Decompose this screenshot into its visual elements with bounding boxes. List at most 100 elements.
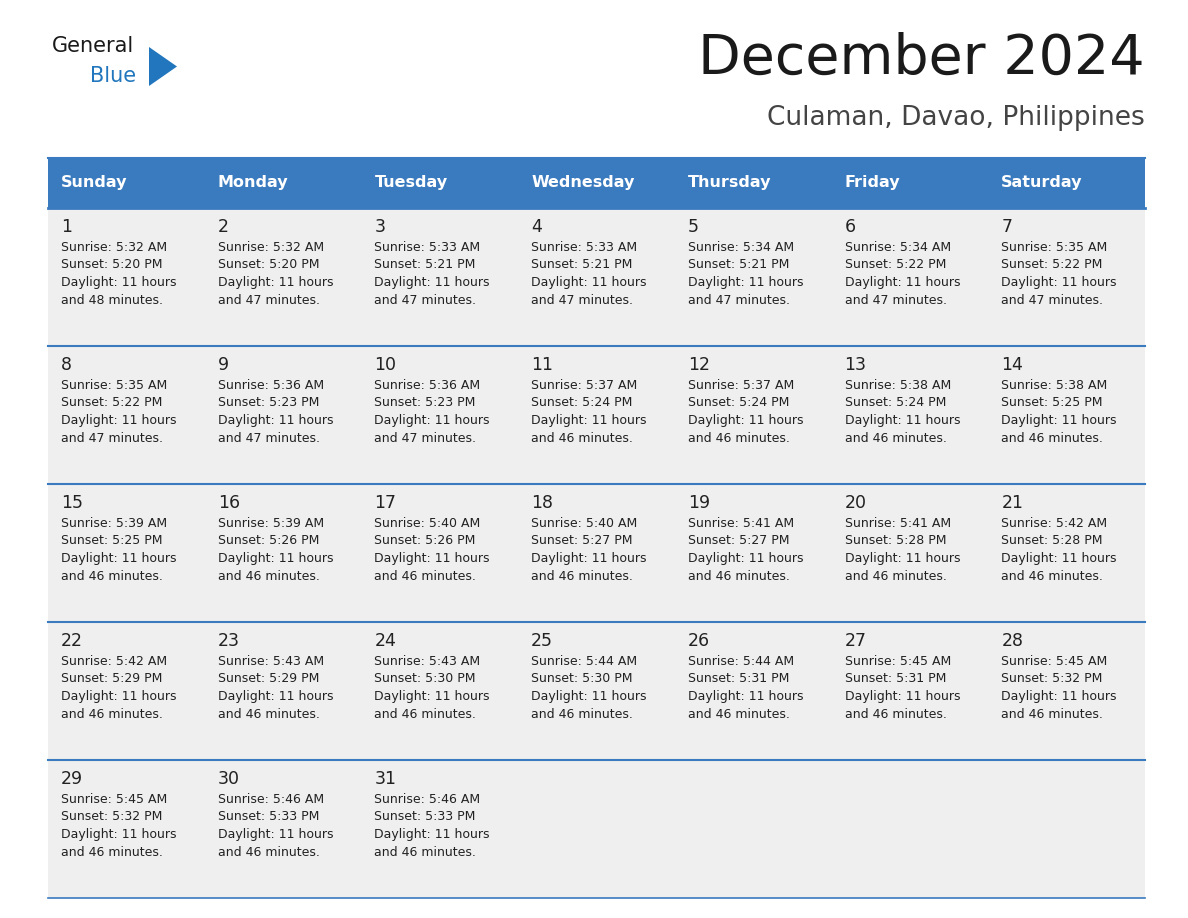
- Text: Sunrise: 5:39 AM: Sunrise: 5:39 AM: [61, 517, 168, 530]
- Bar: [361, 208, 518, 346]
- Text: Sunset: 5:21 PM: Sunset: 5:21 PM: [374, 259, 476, 272]
- Text: 10: 10: [374, 356, 397, 374]
- Text: Daylight: 11 hours: Daylight: 11 hours: [374, 828, 489, 841]
- Text: Sunrise: 5:46 AM: Sunrise: 5:46 AM: [374, 793, 481, 806]
- Text: Sunset: 5:24 PM: Sunset: 5:24 PM: [688, 397, 789, 409]
- Text: Sunset: 5:22 PM: Sunset: 5:22 PM: [845, 259, 946, 272]
- Text: Sunset: 5:26 PM: Sunset: 5:26 PM: [374, 534, 476, 547]
- Text: Sunset: 5:21 PM: Sunset: 5:21 PM: [531, 259, 632, 272]
- Text: Daylight: 11 hours: Daylight: 11 hours: [531, 414, 646, 427]
- Text: Sunrise: 5:46 AM: Sunrise: 5:46 AM: [217, 793, 324, 806]
- Bar: [361, 622, 518, 760]
- Text: Sunrise: 5:39 AM: Sunrise: 5:39 AM: [217, 517, 324, 530]
- Text: and 46 minutes.: and 46 minutes.: [61, 569, 163, 583]
- Text: Sunset: 5:24 PM: Sunset: 5:24 PM: [845, 397, 946, 409]
- Text: December 2024: December 2024: [699, 32, 1145, 86]
- Text: 9: 9: [217, 356, 229, 374]
- Text: Daylight: 11 hours: Daylight: 11 hours: [61, 828, 177, 841]
- Bar: [518, 484, 675, 622]
- Text: Daylight: 11 hours: Daylight: 11 hours: [688, 552, 803, 565]
- Text: Thursday: Thursday: [688, 175, 771, 191]
- Text: 31: 31: [374, 770, 397, 788]
- Text: Sunrise: 5:44 AM: Sunrise: 5:44 AM: [688, 655, 794, 668]
- Text: Sunset: 5:27 PM: Sunset: 5:27 PM: [531, 534, 633, 547]
- Text: Daylight: 11 hours: Daylight: 11 hours: [217, 552, 333, 565]
- Bar: [518, 622, 675, 760]
- Text: and 46 minutes.: and 46 minutes.: [374, 845, 476, 858]
- Text: 21: 21: [1001, 494, 1023, 512]
- Bar: [988, 346, 1145, 484]
- Text: Sunset: 5:28 PM: Sunset: 5:28 PM: [845, 534, 946, 547]
- Bar: [204, 208, 361, 346]
- Bar: [204, 622, 361, 760]
- Bar: [204, 760, 361, 898]
- Text: Daylight: 11 hours: Daylight: 11 hours: [688, 276, 803, 289]
- Text: Sunrise: 5:44 AM: Sunrise: 5:44 AM: [531, 655, 637, 668]
- Text: Sunrise: 5:35 AM: Sunrise: 5:35 AM: [61, 379, 168, 392]
- Text: Sunrise: 5:32 AM: Sunrise: 5:32 AM: [61, 241, 168, 254]
- Text: Sunset: 5:32 PM: Sunset: 5:32 PM: [1001, 673, 1102, 686]
- Text: and 46 minutes.: and 46 minutes.: [61, 708, 163, 721]
- Text: Sunrise: 5:35 AM: Sunrise: 5:35 AM: [1001, 241, 1107, 254]
- Bar: [832, 622, 988, 760]
- Text: Sunrise: 5:33 AM: Sunrise: 5:33 AM: [531, 241, 637, 254]
- Text: Daylight: 11 hours: Daylight: 11 hours: [1001, 552, 1117, 565]
- Bar: [204, 484, 361, 622]
- Text: Sunset: 5:31 PM: Sunset: 5:31 PM: [688, 673, 789, 686]
- Text: and 46 minutes.: and 46 minutes.: [845, 708, 947, 721]
- Bar: [988, 760, 1145, 898]
- Text: Daylight: 11 hours: Daylight: 11 hours: [845, 690, 960, 703]
- Text: Daylight: 11 hours: Daylight: 11 hours: [61, 552, 177, 565]
- Text: Sunset: 5:25 PM: Sunset: 5:25 PM: [1001, 397, 1102, 409]
- Text: 7: 7: [1001, 218, 1012, 236]
- Text: and 46 minutes.: and 46 minutes.: [374, 708, 476, 721]
- Text: Daylight: 11 hours: Daylight: 11 hours: [688, 414, 803, 427]
- Text: and 47 minutes.: and 47 minutes.: [61, 431, 163, 444]
- Text: 18: 18: [531, 494, 554, 512]
- Text: Tuesday: Tuesday: [374, 175, 448, 191]
- Text: 12: 12: [688, 356, 710, 374]
- Text: Daylight: 11 hours: Daylight: 11 hours: [61, 276, 177, 289]
- Text: 5: 5: [688, 218, 699, 236]
- Text: Sunrise: 5:42 AM: Sunrise: 5:42 AM: [1001, 517, 1107, 530]
- Text: Daylight: 11 hours: Daylight: 11 hours: [374, 690, 489, 703]
- Text: and 46 minutes.: and 46 minutes.: [217, 845, 320, 858]
- Text: Sunrise: 5:37 AM: Sunrise: 5:37 AM: [531, 379, 638, 392]
- Text: 23: 23: [217, 632, 240, 650]
- Text: Daylight: 11 hours: Daylight: 11 hours: [845, 552, 960, 565]
- Bar: [675, 484, 832, 622]
- Text: Sunset: 5:30 PM: Sunset: 5:30 PM: [531, 673, 633, 686]
- Text: 30: 30: [217, 770, 240, 788]
- Text: Sunset: 5:29 PM: Sunset: 5:29 PM: [217, 673, 320, 686]
- Bar: [988, 208, 1145, 346]
- Text: and 47 minutes.: and 47 minutes.: [845, 294, 947, 307]
- Text: 4: 4: [531, 218, 542, 236]
- Text: Sunrise: 5:45 AM: Sunrise: 5:45 AM: [845, 655, 950, 668]
- Text: and 46 minutes.: and 46 minutes.: [688, 708, 790, 721]
- Text: 3: 3: [374, 218, 385, 236]
- Text: Sunrise: 5:43 AM: Sunrise: 5:43 AM: [217, 655, 324, 668]
- Text: Sunrise: 5:45 AM: Sunrise: 5:45 AM: [1001, 655, 1107, 668]
- Text: Friday: Friday: [845, 175, 901, 191]
- Text: General: General: [52, 36, 134, 56]
- Text: and 46 minutes.: and 46 minutes.: [217, 569, 320, 583]
- Text: 14: 14: [1001, 356, 1023, 374]
- Text: Sunset: 5:30 PM: Sunset: 5:30 PM: [374, 673, 476, 686]
- Text: 16: 16: [217, 494, 240, 512]
- Bar: [48, 484, 204, 622]
- Text: Sunset: 5:20 PM: Sunset: 5:20 PM: [217, 259, 320, 272]
- Text: and 46 minutes.: and 46 minutes.: [61, 845, 163, 858]
- Bar: [988, 622, 1145, 760]
- Text: Sunrise: 5:34 AM: Sunrise: 5:34 AM: [845, 241, 950, 254]
- Text: and 47 minutes.: and 47 minutes.: [374, 431, 476, 444]
- Text: Daylight: 11 hours: Daylight: 11 hours: [374, 276, 489, 289]
- Text: 17: 17: [374, 494, 397, 512]
- Text: and 46 minutes.: and 46 minutes.: [845, 431, 947, 444]
- Text: and 47 minutes.: and 47 minutes.: [374, 294, 476, 307]
- Text: Sunset: 5:33 PM: Sunset: 5:33 PM: [374, 811, 476, 823]
- Bar: [832, 760, 988, 898]
- Text: and 46 minutes.: and 46 minutes.: [688, 431, 790, 444]
- Text: Sunset: 5:29 PM: Sunset: 5:29 PM: [61, 673, 163, 686]
- Text: Daylight: 11 hours: Daylight: 11 hours: [374, 552, 489, 565]
- Text: Daylight: 11 hours: Daylight: 11 hours: [61, 690, 177, 703]
